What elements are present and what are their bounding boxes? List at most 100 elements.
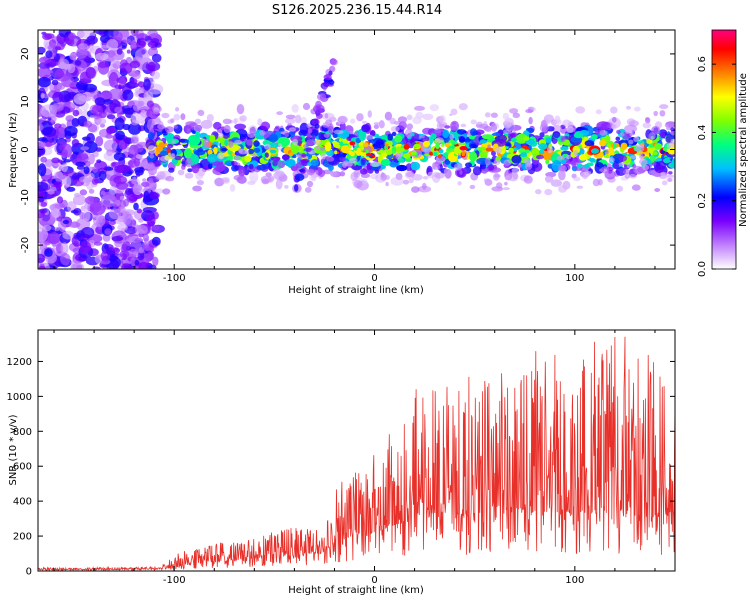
snr-y-axis-label: SNR (10 * v/v) (8, 414, 19, 485)
heatmap-cell (671, 131, 675, 136)
heatmap-cell (126, 49, 131, 54)
heatmap-cell (223, 125, 231, 134)
heatmap-cell (231, 160, 235, 166)
heatmap-cell (114, 117, 125, 131)
heatmap-cell (54, 46, 62, 51)
heatmap-cell (310, 136, 316, 140)
heatmap-cell (328, 164, 334, 171)
heatmap-cell (38, 137, 48, 142)
heatmap-cell (620, 142, 628, 150)
heatmap-cell (259, 130, 266, 136)
heatmap-cell (130, 40, 138, 49)
heatmap-cell (335, 185, 340, 189)
heatmap-cell (639, 158, 648, 166)
heatmap-cell (114, 106, 123, 114)
heatmap-cell (301, 153, 307, 158)
heatmap-cell (411, 174, 423, 181)
heatmap-cell (422, 127, 433, 135)
heatmap-cell (573, 150, 579, 156)
heatmap-cell (59, 202, 64, 208)
heatmap-cell (63, 176, 72, 187)
colorbar-frame (711, 29, 737, 270)
heatmap-cell (608, 157, 615, 163)
heatmap-cell (146, 251, 155, 261)
heatmap-cell (233, 156, 241, 160)
heatmap-cell (469, 151, 478, 162)
heatmap-cell (406, 114, 413, 121)
heatmap-cell (58, 58, 70, 71)
heatmap-cell (278, 143, 283, 151)
heatmap-cell (142, 206, 157, 213)
heatmap-cell (61, 163, 68, 173)
heatmap-cell (147, 83, 164, 95)
heatmap-cell (659, 132, 666, 138)
heatmap-cell (479, 151, 488, 158)
heatmap-cell (244, 155, 252, 163)
heatmap-cell (612, 116, 617, 123)
heatmap-cell (306, 168, 315, 176)
heatmap-cell (459, 146, 468, 151)
heatmap-cell (133, 202, 139, 211)
heatmap-cell (78, 176, 93, 183)
heatmap-cell (449, 113, 453, 117)
heatmap-cell (496, 182, 503, 189)
heatmap-cell (197, 109, 205, 116)
heatmap-cell (424, 153, 430, 157)
heatmap-cell (83, 166, 90, 175)
heatmap-cell (512, 112, 520, 119)
heatmap-cell (154, 160, 162, 167)
heatmap-cell (89, 200, 106, 216)
heatmap-cell (298, 169, 305, 173)
heatmap-cell (134, 238, 144, 243)
heatmap-cell (191, 163, 200, 174)
heatmap-cell (165, 176, 175, 182)
heatmap-cell (545, 159, 550, 165)
heatmap-cell (174, 155, 182, 161)
heatmap-cell (71, 117, 80, 127)
heatmap-cell (391, 131, 397, 137)
heatmap-cell (630, 155, 637, 160)
heatmap-cell (369, 161, 381, 167)
heatmap-cell (44, 159, 54, 168)
heatmap-cell (332, 133, 338, 138)
heatmap-cell (571, 162, 577, 168)
heatmap-cell (306, 180, 314, 188)
heatmap-cell (306, 139, 315, 146)
heatmap-cell (138, 100, 145, 107)
heatmap-cell (107, 50, 116, 58)
heatmap-cell (438, 148, 444, 154)
heatmap-cell (289, 152, 294, 157)
heatmap-cell (395, 173, 403, 180)
heatmap-cell (576, 163, 583, 169)
heatmap-cell (538, 143, 548, 150)
heatmap-cell (91, 177, 99, 185)
heatmap-cell (73, 194, 86, 206)
heatmap-cell (429, 151, 433, 156)
heatmap-cell (38, 141, 47, 149)
heatmap-cell (313, 140, 322, 145)
heatmap-cell (584, 140, 595, 147)
heatmap-cell (611, 123, 617, 131)
spectrogram-y-tick-label: 0 (20, 146, 31, 152)
heatmap-cell (295, 114, 302, 124)
heatmap-cell (315, 105, 321, 111)
heatmap-cell (565, 154, 572, 160)
heatmap-cell (133, 144, 144, 153)
heatmap-cell (248, 163, 254, 170)
heatmap-cell (491, 123, 497, 132)
heatmap-cell (596, 121, 610, 131)
heatmap-cell (455, 143, 459, 147)
heatmap-cell (80, 146, 90, 151)
heatmap-cell (622, 169, 631, 175)
heatmap-cell (106, 38, 119, 51)
heatmap-cell (461, 151, 466, 157)
spectrogram-y-tick-label: 10 (20, 95, 31, 108)
heatmap-cell (48, 70, 54, 74)
heatmap-cell (573, 176, 581, 182)
heatmap-cell (53, 181, 63, 188)
heatmap-cell (666, 142, 673, 149)
spectrogram-y-tick-label: -20 (20, 237, 31, 253)
heatmap-cell (73, 93, 87, 105)
heatmap-cell (101, 44, 108, 52)
heatmap-cell (161, 112, 170, 119)
